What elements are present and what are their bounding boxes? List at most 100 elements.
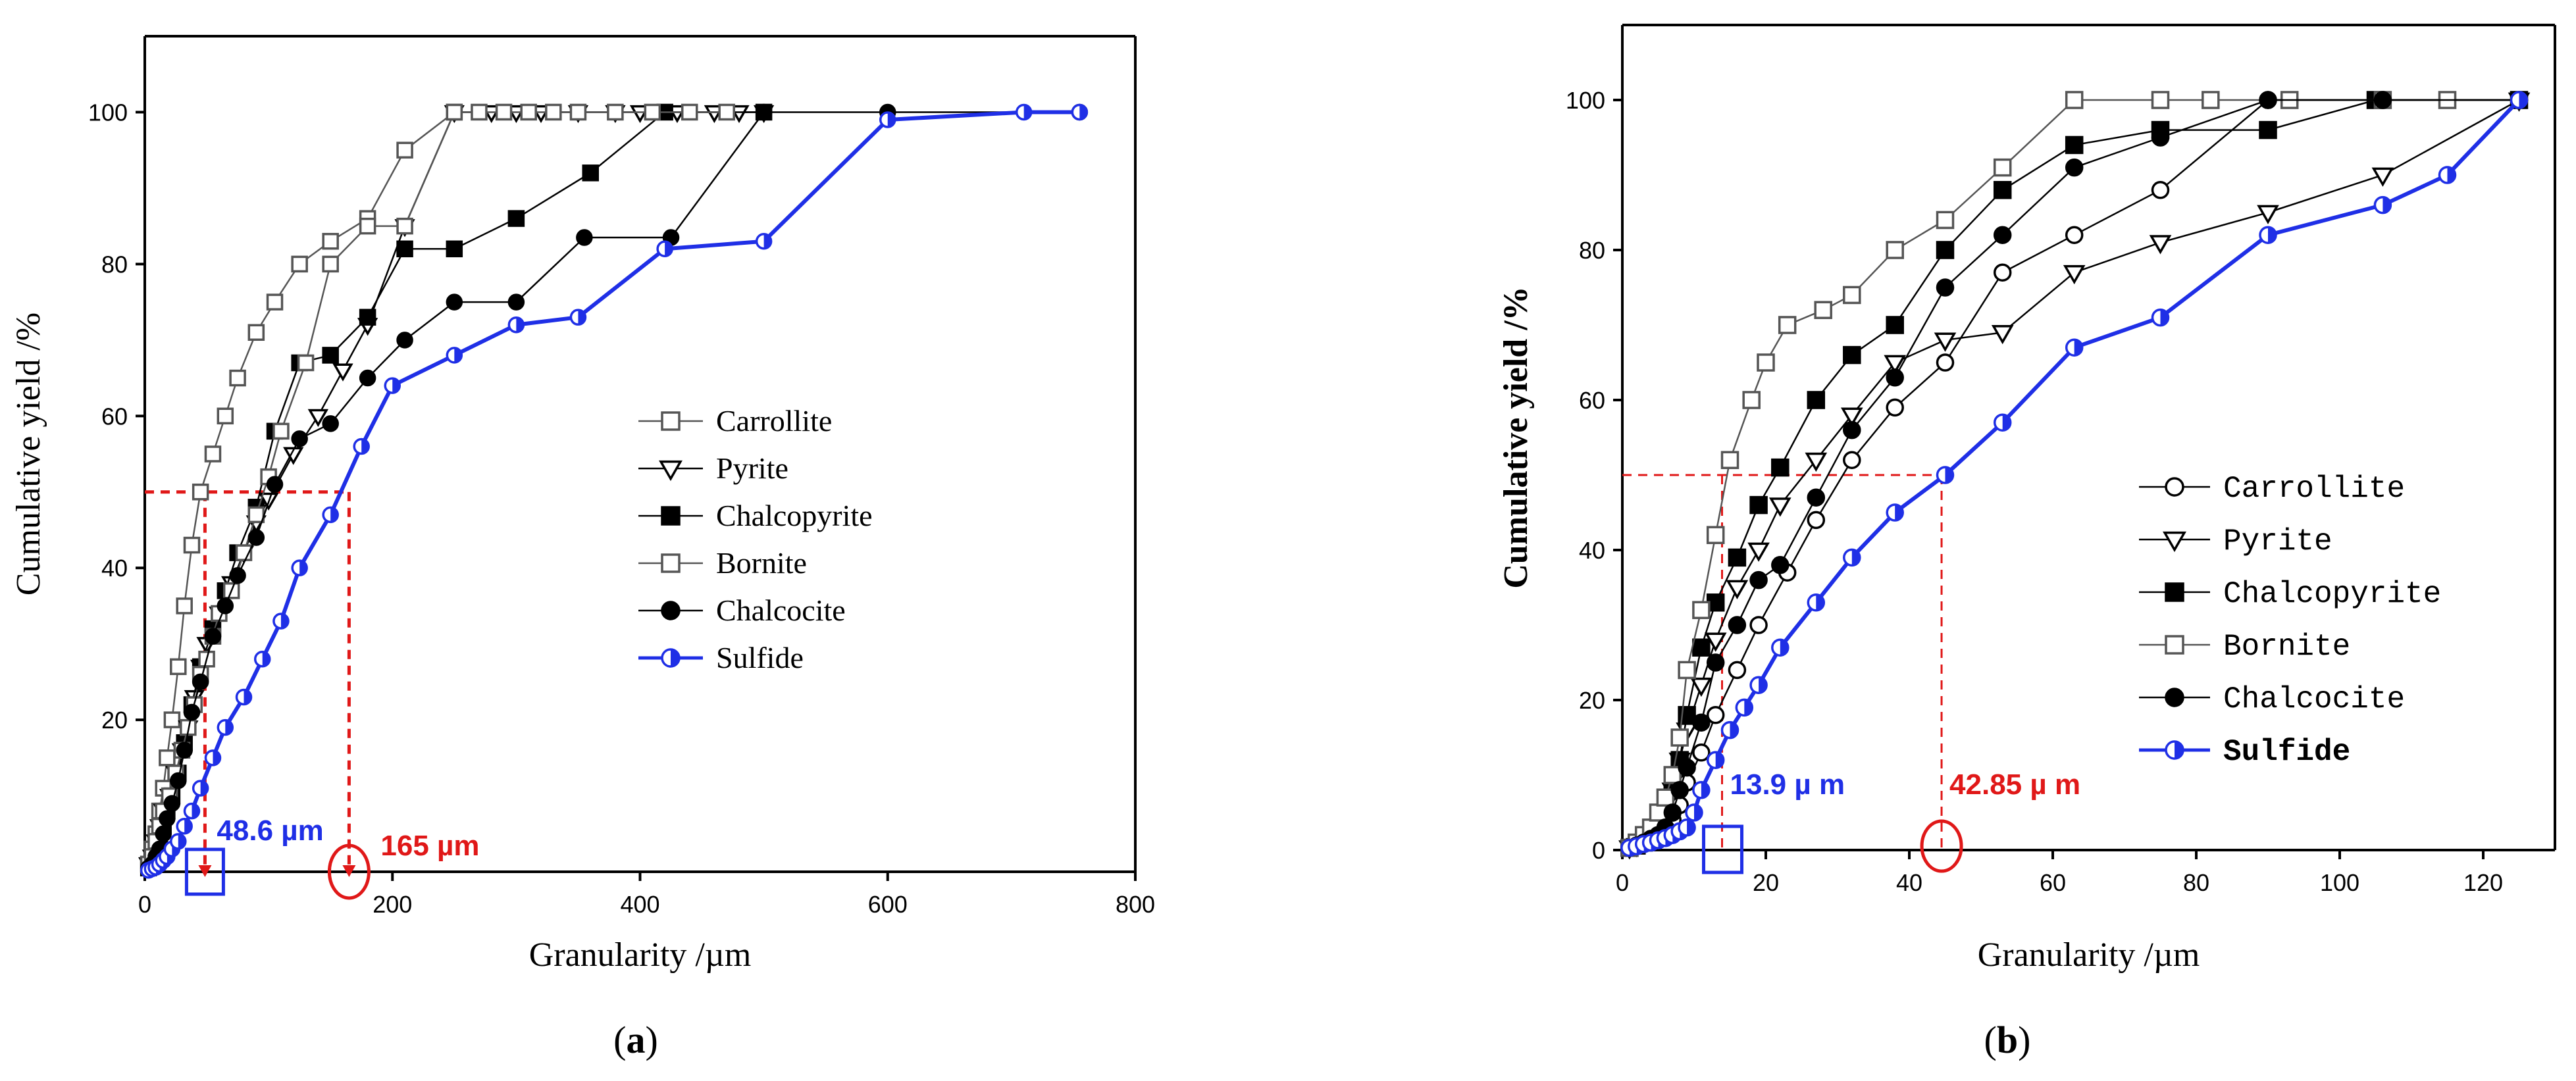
data-point-bornite — [1720, 451, 1739, 469]
data-point-bornite — [1757, 353, 1775, 372]
x-axis-label: Granularity /µm — [529, 936, 752, 974]
legend-marker — [2165, 477, 2184, 497]
data-point-carrollite — [247, 324, 265, 341]
data-point-bornite — [1742, 391, 1761, 409]
legend-marker — [661, 411, 681, 431]
data-point-bornite — [1843, 286, 1861, 305]
data-point-chalcocite — [2151, 128, 2170, 147]
data-point-sulfide — [192, 780, 209, 797]
legend: Carrollite Pyrite Chalcopyrite Bornite Chalc… — [638, 404, 873, 674]
data-point-sulfide — [507, 316, 525, 334]
data-point-carrollite — [396, 141, 413, 159]
data-point-sulfide — [2510, 91, 2529, 109]
annotation-text-blue: 13.9 µ m — [1730, 768, 1845, 801]
x-tick-label: 200 — [373, 891, 412, 918]
data-point-chalcocite — [163, 795, 181, 812]
data-point-chalcocite — [170, 772, 187, 790]
data-point-chalcocite — [217, 597, 234, 615]
legend-marker — [2165, 688, 2184, 707]
x-tick-label: 800 — [1116, 891, 1155, 918]
data-point-carrollite — [1843, 451, 1861, 469]
data-point-pyrite — [1704, 632, 1727, 652]
data-point-carrollite — [1706, 706, 1725, 724]
data-point-chalcopyrite — [582, 164, 599, 182]
y-tick-label: 40 — [101, 555, 128, 582]
data-point-pyrite — [332, 363, 353, 382]
data-point-chalcocite — [204, 628, 222, 645]
y-tick-label: 0 — [1592, 837, 1605, 864]
data-point-bornite — [396, 217, 413, 235]
x-tick-label: 60 — [2040, 869, 2066, 896]
data-point-carrollite — [159, 749, 176, 767]
x-tick-label: 20 — [1753, 869, 1779, 896]
legend-label: Pyrite — [716, 451, 788, 485]
annotation-arrow-blue — [198, 865, 212, 877]
data-point-chalcocite — [1678, 758, 1696, 777]
data-point-bornite — [2151, 91, 2170, 109]
data-point-sulfide — [2259, 226, 2277, 244]
data-point-sulfide — [879, 111, 896, 128]
data-point-bornite — [569, 103, 587, 121]
annotation-circle-red — [327, 843, 371, 900]
data-point-chalcopyrite — [1749, 495, 1768, 515]
legend-marker — [2165, 740, 2184, 760]
data-point-bornite — [495, 103, 513, 121]
data-point-pyrite — [1747, 542, 1770, 562]
data-point-sulfide — [1678, 818, 1696, 837]
x-tick-label: 120 — [2463, 869, 2503, 896]
data-point-bornite — [644, 103, 661, 121]
data-point-chalcocite — [1663, 803, 1682, 822]
legend-marker — [659, 460, 683, 482]
data-point-bornite — [607, 103, 624, 121]
data-point-chalcocite — [1728, 616, 1747, 634]
data-point-chalcocite — [2065, 158, 2084, 177]
data-point-bornite — [272, 422, 290, 440]
data-point-sulfide — [1993, 413, 2012, 432]
data-point-carrollite — [1936, 353, 1955, 372]
y-tick-label: 80 — [1579, 237, 1605, 264]
data-point-bornite — [1670, 728, 1689, 747]
legend-label: Pyrite — [2223, 524, 2332, 559]
data-point-bornite — [247, 506, 265, 524]
annotation-text-red: 42.85 µ m — [1949, 768, 2080, 801]
legend-label: Bornite — [716, 546, 807, 580]
y-axis-label: Cumulative yield /% — [1497, 286, 1535, 588]
data-point-sulfide — [2065, 338, 2084, 357]
data-point-chalcocite — [576, 229, 593, 246]
data-point-bornite — [471, 103, 488, 121]
data-point-bornite — [545, 103, 562, 121]
data-point-sulfide — [1720, 720, 1739, 740]
data-point-pyrite — [2149, 235, 2172, 255]
data-point-chalcopyrite — [1993, 181, 2012, 199]
legend-label: Chalcocite — [2223, 682, 2405, 716]
annotation-arrow-red — [342, 865, 356, 877]
chart-panel-b: 0 20 40 60 80 100 120 0 20 40 60 80 100 Granularity /… — [1497, 24, 2556, 974]
data-point-chalcocite — [396, 332, 413, 349]
data-point-sulfide — [1071, 103, 1089, 121]
data-point-pyrite — [1991, 325, 2014, 345]
legend-label: Chalcopyrite — [2223, 577, 2441, 611]
data-point-bornite — [1886, 241, 1904, 259]
data-point-chalcocite — [183, 703, 201, 721]
series-line-chalcopyrite — [147, 111, 764, 869]
y-tick-label: 20 — [1579, 687, 1605, 714]
data-point-carrollite — [1993, 263, 2012, 282]
data-point-bornite — [1692, 601, 1711, 619]
data-point-sulfide — [2438, 166, 2457, 184]
data-point-carrollite — [2065, 226, 2084, 244]
legend-marker — [2165, 635, 2184, 655]
data-point-chalcocite — [1706, 653, 1725, 672]
x-tick-label: 400 — [620, 891, 659, 918]
data-point-chalcopyrite — [1728, 548, 1747, 567]
data-point-chalcocite — [229, 566, 246, 584]
data-point-chalcopyrite — [359, 309, 376, 326]
data-point-carrollite — [229, 369, 246, 387]
data-point-carrollite — [2151, 181, 2170, 199]
data-point-bornite — [322, 255, 339, 273]
legend-label: Sulfide — [716, 641, 804, 674]
data-point-sulfide — [272, 613, 290, 630]
x-tick-label: 600 — [868, 891, 908, 918]
data-point-sulfide — [253, 650, 271, 668]
data-point-chalcocite — [1807, 488, 1826, 507]
